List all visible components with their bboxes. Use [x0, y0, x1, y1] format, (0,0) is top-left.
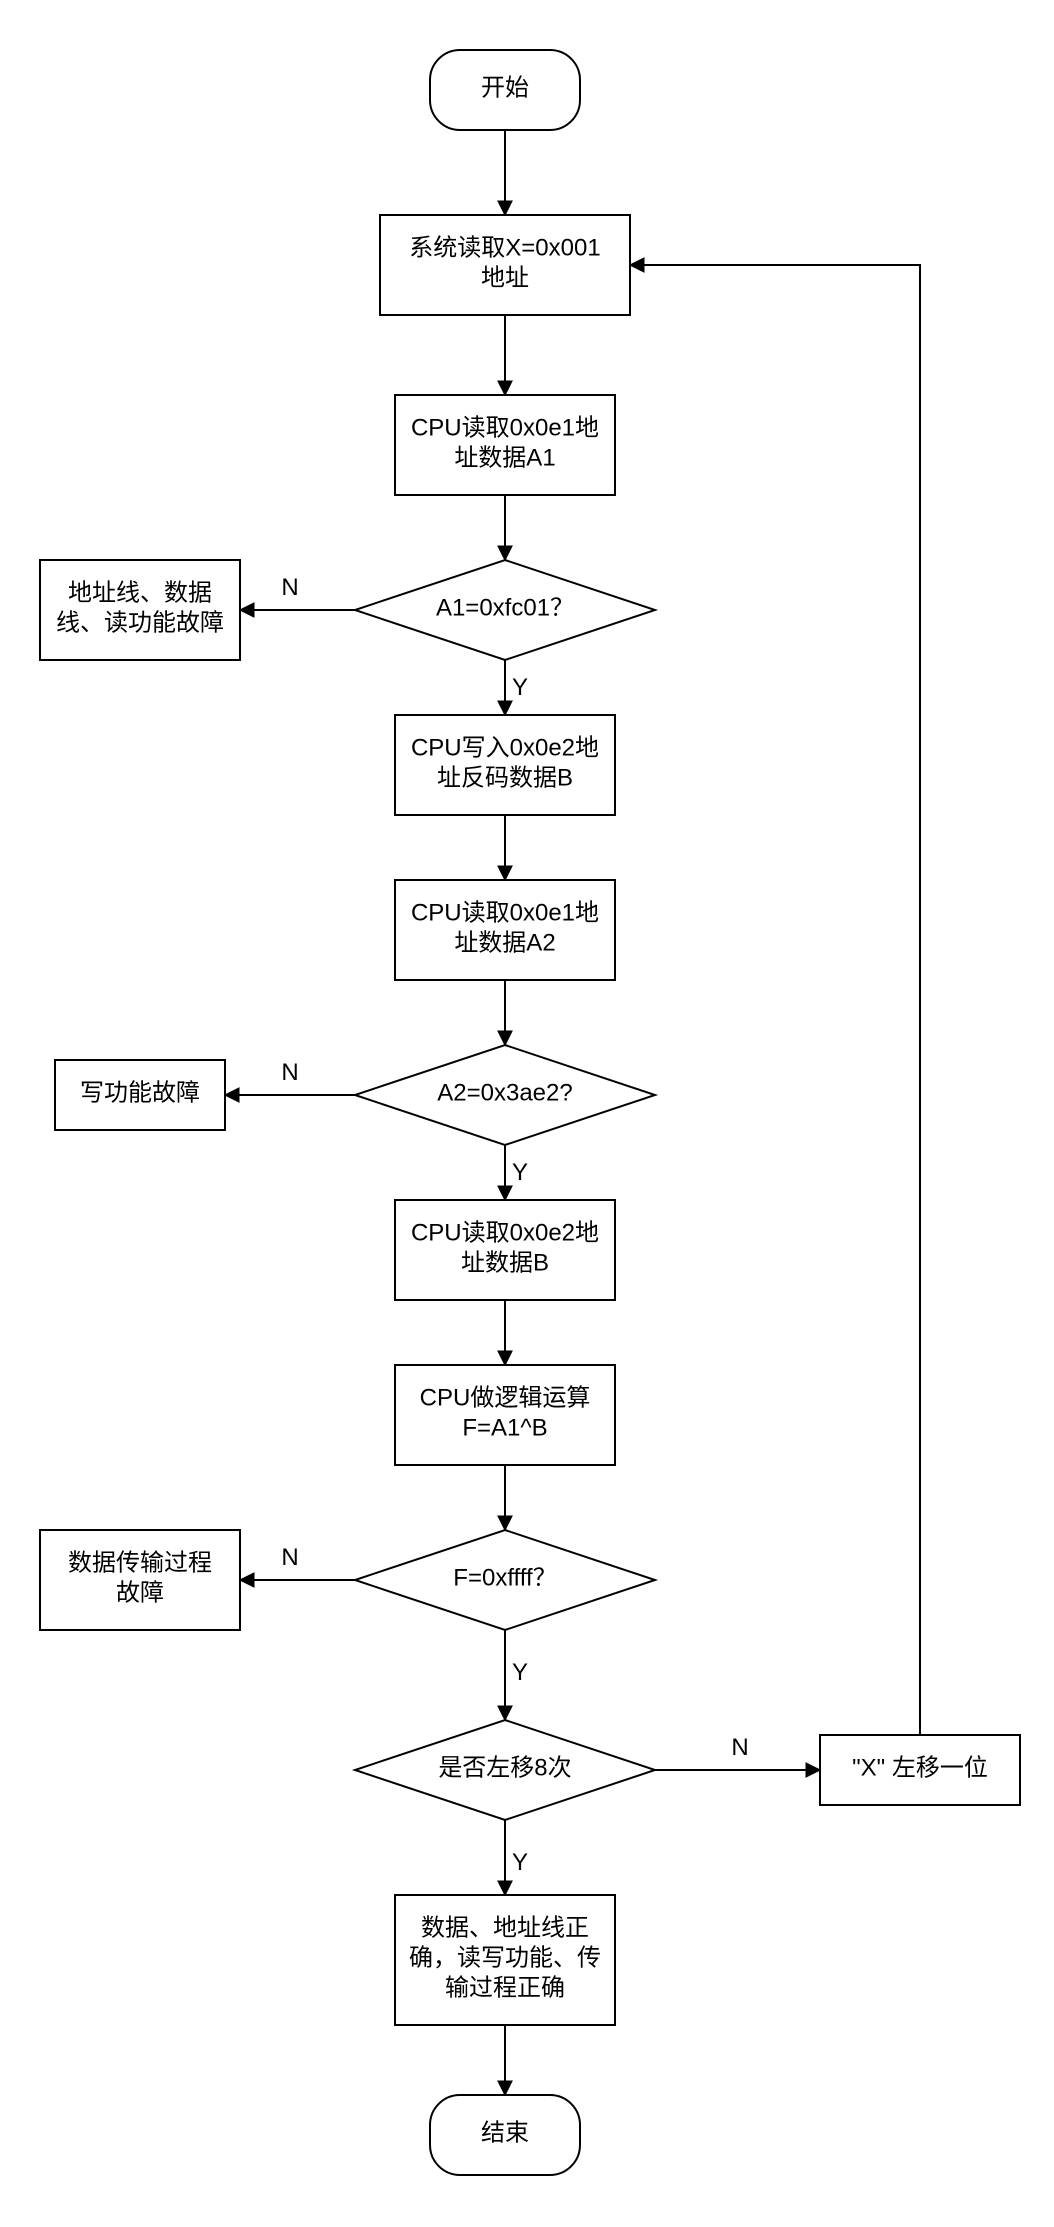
node-fault3: 数据传输过程故障 [40, 1530, 240, 1630]
flowchart: N Y N Y N Y N Y 开始系统读取X=0x001 地址 CPU读取0x0e1地址数据A1 A… [0, 0, 1054, 2227]
node-dec_a1-label-line-0: A1=0xfc01？ [436, 594, 574, 621]
node-ok-label-line-2: 输过程正确 [445, 1974, 565, 2001]
node-read_x: 系统读取X=0x001 地址 [380, 215, 630, 315]
edge-label-dec_f-dec_shift: Y [512, 1659, 528, 1686]
node-read_x-label-line-1: 地址 [481, 264, 529, 291]
node-ok-label-line-1: 确，读写功能、传 [409, 1944, 601, 1971]
node-ok-label-line-0: 数据、地址线正 [421, 1914, 589, 1941]
node-start: 开始 [430, 50, 580, 130]
edge-label-dec_shift-ok: Y [512, 1849, 528, 1876]
node-dec_f: F=0xffff？ [355, 1530, 655, 1630]
node-read_x-label-line-0: 系统读取X=0x001 [409, 234, 600, 261]
node-fault1-label-line-0: 地址线、数据 [68, 579, 212, 606]
node-shift: "X" 左移一位 [820, 1735, 1020, 1805]
node-dec_a1: A1=0xfc01？ [355, 560, 655, 660]
edge-shift-read_x [630, 265, 920, 1735]
node-write_b: CPU写入0x0e2地址反码数据B [395, 715, 615, 815]
node-write_b-label-line-0: CPU写入0x0e2地 [411, 734, 599, 761]
node-fault2-label-line-0: 写功能故障 [80, 1079, 200, 1106]
node-read_a1-label-line-1: 址数据A1 [454, 444, 555, 471]
edge-label-dec_shift-shift: N [731, 1734, 748, 1761]
node-dec_f-label-line-0: F=0xffff？ [453, 1564, 556, 1591]
node-logic_f: CPU做逻辑运算 F=A1^B [395, 1365, 615, 1465]
node-start-label-line-0: 开始 [481, 74, 529, 101]
node-dec_shift: 是否左移8次 [355, 1720, 655, 1820]
node-dec_shift-label-line-0: 是否左移8次 [438, 1754, 571, 1781]
node-logic_f-label-line-1: F=A1^B [462, 1414, 547, 1441]
node-read_a2-label-line-1: 址数据A2 [454, 929, 555, 956]
node-read_b-label-line-0: CPU读取0x0e2地 [411, 1219, 599, 1246]
edge-label-dec_a1-write_b: Y [512, 674, 528, 701]
edge-label-dec_a2-read_b: Y [512, 1159, 528, 1186]
node-ok: 数据、地址线正确，读写功能、传输过程正确 [395, 1895, 615, 2025]
node-logic_f-label-line-0: CPU做逻辑运算 [420, 1384, 591, 1411]
edge-label-dec_a2-fault2: N [281, 1059, 298, 1086]
node-fault1: 地址线、数据线、读功能故障 [40, 560, 240, 660]
node-read_b: CPU读取0x0e2地址数据B [395, 1200, 615, 1300]
edge-label-dec_a1-fault1: N [281, 574, 298, 601]
node-end: 结束 [430, 2095, 580, 2175]
node-read_a2-label-line-0: CPU读取0x0e1地 [411, 899, 599, 926]
node-fault3-label-line-1: 故障 [116, 1579, 164, 1606]
node-shift-label-line-0: "X" 左移一位 [852, 1754, 988, 1781]
node-write_b-label-line-1: 址反码数据B [437, 764, 573, 791]
node-read_a1: CPU读取0x0e1地址数据A1 [395, 395, 615, 495]
edge-label-dec_f-fault3: N [281, 1544, 298, 1571]
node-end-label-line-0: 结束 [481, 2119, 529, 2146]
node-fault2: 写功能故障 [55, 1060, 225, 1130]
node-dec_a2: A2=0x3ae2? [355, 1045, 655, 1145]
node-read_b-label-line-1: 址数据B [461, 1249, 549, 1276]
node-read_a1-label-line-0: CPU读取0x0e1地 [411, 414, 599, 441]
node-fault3-label-line-0: 数据传输过程 [68, 1549, 212, 1576]
node-dec_a2-label-line-0: A2=0x3ae2? [437, 1079, 572, 1106]
node-fault1-label-line-1: 线、读功能故障 [56, 609, 224, 636]
node-read_a2: CPU读取0x0e1地址数据A2 [395, 880, 615, 980]
